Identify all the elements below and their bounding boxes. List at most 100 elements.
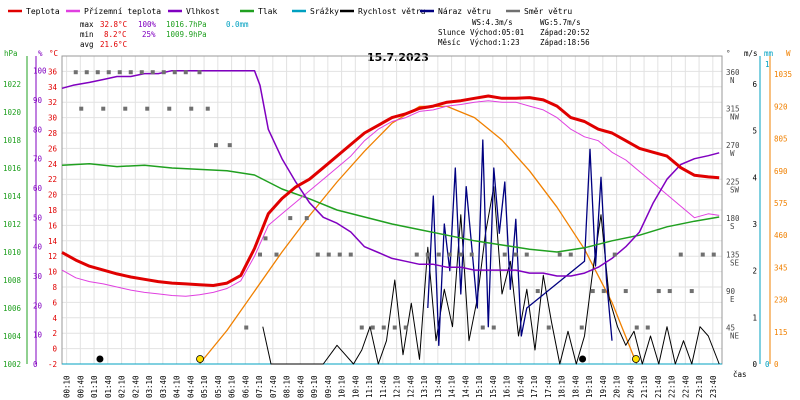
wind-dir-point [590, 289, 595, 294]
x-tick-label: 08:40 [296, 375, 305, 398]
wind-dir-point [502, 252, 507, 257]
pct-tick-label: 40 [33, 243, 43, 252]
wind-dir-point [337, 252, 342, 257]
stat-label: min [80, 30, 94, 39]
wind-dir-point [263, 236, 268, 241]
x-tick-label: 12:10 [393, 375, 402, 398]
wind-dir-point [700, 252, 705, 257]
x-tick-label: 07:40 [269, 375, 278, 398]
wind-dir-point [491, 325, 496, 330]
temp-tick-label: 2 [52, 329, 57, 338]
wind-dir-point [106, 70, 111, 75]
x-tick-label: 15:10 [475, 375, 484, 398]
wind-dir-point [480, 325, 485, 330]
ms-tick-label: 2 [752, 267, 757, 276]
w-tick-label: 690 [774, 167, 788, 176]
w-tick-label: 460 [774, 231, 788, 240]
x-tick-label: 22:10 [668, 375, 677, 398]
x-tick-label: 04:10 [173, 375, 182, 398]
moonset-marker [579, 355, 587, 363]
mm-unit: mm [764, 49, 774, 58]
wind-dir-point [214, 143, 218, 148]
temp-tick-label: 16 [48, 221, 58, 230]
dir-tick-label: SW [730, 186, 740, 195]
x-tick-label: 16:40 [516, 375, 525, 398]
wind-dir-point [689, 289, 694, 294]
stat-label: Měsíc [438, 38, 461, 47]
x-tick-label: 02:40 [131, 375, 140, 398]
pct-unit: % [38, 49, 43, 58]
wind-dir-point [546, 325, 551, 330]
ms-tick-label: 6 [752, 80, 757, 89]
wind-dir-point [197, 70, 202, 75]
wind-dir-point [447, 252, 452, 257]
wind-dir-point [524, 252, 529, 257]
w-tick-label: 230 [774, 296, 788, 305]
w-unit: W [786, 49, 791, 58]
x-tick-label: 03:10 [145, 375, 154, 398]
w-tick-label: 575 [774, 199, 788, 208]
x-tick-label: 10:40 [351, 375, 360, 398]
dir-tick-label: 225 [726, 178, 740, 187]
stat-value: WS:4.3m/s [472, 18, 513, 27]
x-tick-label: 13:10 [420, 375, 429, 398]
wind-dir-point [95, 70, 100, 75]
wind-dir-point [535, 289, 540, 294]
dir-tick-label: NW [730, 113, 740, 122]
hpa-unit: hPa [4, 49, 18, 58]
dir-tick-label: SE [730, 259, 740, 268]
stat-value: 32.8°C [100, 20, 127, 29]
x-tick-label: 01:10 [90, 375, 99, 398]
hpa-tick-label: 1016 [3, 164, 22, 173]
x-tick-label: 15:40 [489, 375, 498, 398]
x-tick-label: 18:40 [571, 375, 580, 398]
x-tick-label: 06:10 [228, 375, 237, 398]
x-tick-label: 02:10 [118, 375, 127, 398]
wind-dir-point [161, 70, 166, 75]
ms-tick-label: 4 [752, 173, 757, 182]
wind-dir-point [274, 252, 279, 257]
x-tick-label: 21:40 [654, 375, 663, 398]
wind-dir-point [634, 325, 639, 330]
legend-label: Náraz větru [438, 7, 491, 16]
x-tick-label: 23:40 [709, 375, 718, 398]
wind-dir-point [711, 252, 716, 257]
stat-value: 25% [142, 30, 156, 39]
x-tick-label: 01:40 [104, 375, 113, 398]
wind-dir-point [315, 252, 320, 257]
dir-tick-label: 270 [726, 141, 740, 150]
wind-dir-point [645, 325, 650, 330]
wind-dir-point [370, 325, 375, 330]
w-tick-label: 115 [774, 328, 788, 337]
temp-tick-label: 34 [48, 83, 58, 92]
hpa-tick-label: 1002 [3, 360, 21, 369]
deg-unit: ° [726, 49, 731, 58]
series-line-6 [427, 139, 613, 346]
stat-value: 0.0mm [226, 20, 249, 29]
legend-label: Tlak [258, 7, 277, 16]
dir-tick-label: 315 [726, 105, 740, 114]
temp-tick-label: 30 [48, 114, 58, 123]
pct-tick-label: 60 [33, 184, 43, 193]
w-tick-label: 920 [774, 102, 788, 111]
dir-tick-label: 90 [726, 287, 736, 296]
wind-dir-point [348, 252, 353, 257]
series-line-7 [198, 105, 638, 365]
pct-tick-label: 0 [33, 360, 38, 369]
axes: 1002100410061008101010121014101610181020… [3, 49, 792, 369]
series-line-0 [61, 94, 720, 287]
wind-dir-point [117, 70, 122, 75]
x-tick-label: 22:40 [681, 375, 690, 398]
temp-tick-label: 32 [48, 98, 57, 107]
x-tick-label: 21:10 [640, 375, 649, 398]
pct-tick-label: 100 [33, 67, 47, 76]
stat-value: Západ:18:56 [540, 38, 590, 47]
wind-dir-point [458, 252, 463, 257]
sunset-marker [632, 355, 640, 363]
stat-value: WG:5.7m/s [540, 18, 581, 27]
dir-tick-label: NE [730, 332, 740, 341]
x-tick-label: 03:40 [159, 375, 168, 398]
wind-dir-point [101, 106, 106, 111]
dir-tick-label: 45 [726, 324, 735, 333]
